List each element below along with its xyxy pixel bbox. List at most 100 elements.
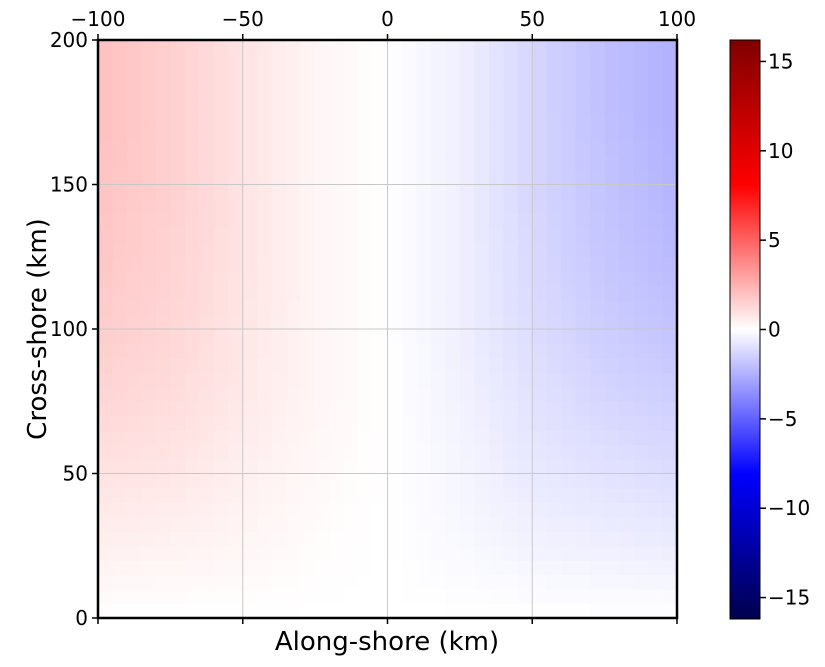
heatmap-cell [575, 97, 591, 113]
heatmap-cell [155, 314, 171, 330]
heatmap-cell [648, 545, 664, 561]
heatmap-cell [199, 314, 215, 330]
heatmap-cell [228, 97, 244, 113]
heatmap-cell [604, 545, 620, 561]
heatmap-cell [344, 170, 360, 186]
heatmap-cell [532, 227, 548, 243]
heatmap-cell [648, 155, 664, 171]
heatmap-cell [112, 415, 128, 431]
heatmap-cell [141, 372, 157, 388]
heatmap-cell [633, 357, 649, 373]
heatmap-cell [329, 227, 345, 243]
heatmap-cell [604, 155, 620, 171]
heatmap-cell [184, 68, 200, 84]
heatmap-cell [126, 54, 143, 70]
heatmap-cell [445, 300, 461, 316]
heatmap-cell [373, 141, 389, 157]
heatmap-cell [546, 68, 562, 84]
heatmap-cell [387, 415, 403, 431]
heatmap-cell [329, 242, 345, 258]
heatmap-cell [590, 141, 606, 157]
heatmap-cell [445, 83, 461, 99]
heatmap-cell [126, 112, 143, 128]
heatmap-cell [619, 256, 635, 272]
heatmap-cell [98, 329, 114, 345]
heatmap-cell [633, 560, 649, 576]
heatmap-cell [517, 97, 533, 113]
heatmap-cell [503, 83, 519, 99]
heatmap-cell [561, 473, 577, 489]
heatmap-cell [517, 314, 533, 330]
heatmap-cell [257, 589, 273, 605]
heatmap-cell [257, 473, 273, 489]
heatmap-cell [257, 184, 273, 200]
heatmap-cell [575, 502, 591, 518]
heatmap-cell [590, 415, 606, 431]
heatmap-cell [662, 444, 678, 460]
heatmap-cell [430, 213, 446, 229]
heatmap-cell [373, 213, 389, 229]
heatmap-cell [532, 487, 548, 503]
heatmap-cell [271, 516, 287, 532]
heatmap-cell [286, 271, 302, 287]
heatmap-cell [401, 343, 418, 359]
heatmap-cell [271, 242, 287, 258]
heatmap-cell [590, 357, 606, 373]
heatmap-cell [517, 112, 533, 128]
heatmap-cell [459, 386, 475, 402]
heatmap-cell [575, 54, 591, 70]
heatmap-cell [112, 97, 128, 113]
heatmap-cell [532, 155, 548, 171]
heatmap-cell [387, 560, 403, 576]
heatmap-cell [401, 574, 418, 590]
heatmap-cell [315, 112, 331, 128]
heatmap-cell [98, 314, 114, 330]
heatmap-cell [184, 184, 200, 200]
heatmap-cell [358, 314, 374, 330]
heatmap-cell [373, 357, 389, 373]
heatmap-cell [590, 401, 606, 417]
heatmap-cell [474, 170, 490, 186]
heatmap-cell [546, 256, 562, 272]
heatmap-cell [474, 112, 490, 128]
heatmap-cell [561, 227, 577, 243]
heatmap-cell [228, 300, 244, 316]
heatmap-cell [126, 487, 143, 503]
heatmap-cell [141, 589, 157, 605]
heatmap-cell [619, 271, 635, 287]
heatmap-cell [199, 516, 215, 532]
heatmap-cell [561, 112, 577, 128]
heatmap-cell [228, 545, 244, 561]
heatmap-cell [98, 372, 114, 388]
heatmap-cell [416, 531, 432, 547]
heatmap-cell [401, 300, 418, 316]
heatmap-cell [503, 213, 519, 229]
heatmap-cell [633, 227, 649, 243]
heatmap-cell [315, 198, 331, 214]
heatmap-cell [373, 574, 389, 590]
heatmap-cell [387, 285, 403, 301]
heatmap-cell [300, 603, 316, 619]
heatmap-cell [503, 256, 519, 272]
heatmap-cell [170, 574, 186, 590]
heatmap-cell [141, 54, 157, 70]
heatmap-cell [517, 141, 533, 157]
heatmap-cell [445, 560, 461, 576]
heatmap-cell [546, 357, 562, 373]
heatmap-cell [112, 126, 128, 142]
heatmap-cell [199, 256, 215, 272]
heatmap-cell [286, 256, 302, 272]
heatmap-cell [344, 357, 360, 373]
heatmap-cell [373, 227, 389, 243]
heatmap-cell [242, 213, 258, 229]
heatmap-cell [633, 285, 649, 301]
heatmap-cell [517, 198, 533, 214]
heatmap-cell [271, 54, 287, 70]
heatmap-cell [416, 170, 432, 186]
heatmap-cell [532, 285, 548, 301]
heatmap-cell [532, 357, 548, 373]
heatmap-cell [532, 126, 548, 142]
heatmap-cell [532, 112, 548, 128]
heatmap-cell [532, 68, 548, 84]
heatmap-cell [199, 502, 215, 518]
